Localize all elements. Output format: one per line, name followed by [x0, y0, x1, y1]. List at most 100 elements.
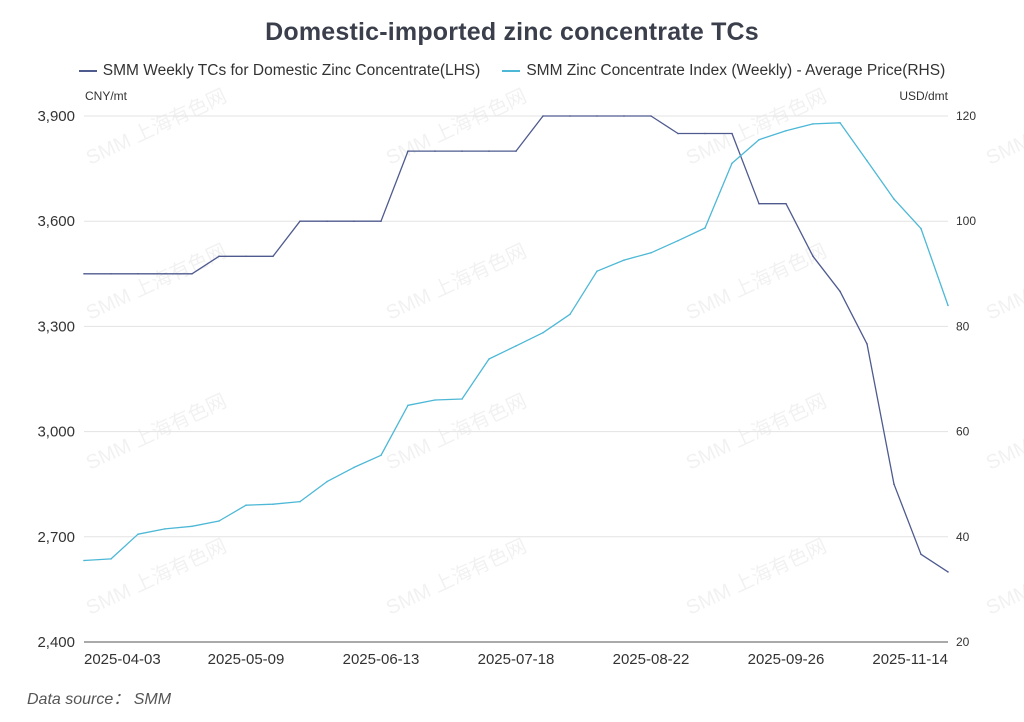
grid-lines [84, 115, 948, 538]
watermark-text: SMM 上海有色网 [382, 239, 530, 324]
x-axis-tick-label: 2025-05-09 [208, 651, 285, 668]
data-point-concentrate-index [866, 159, 868, 162]
data-point-concentrate-index [83, 559, 85, 562]
data-point-concentrate-index [839, 122, 841, 124]
right-axis-tick-label: 40 [956, 530, 970, 544]
data-point-domestic-tc [704, 132, 706, 135]
chart-title: Domestic-imported zinc concentrate TCs [265, 18, 759, 46]
series-lines [83, 115, 949, 573]
data-point-domestic-tc [299, 220, 301, 222]
watermark-text: SMM 上海有色网 [982, 534, 1024, 619]
data-point-domestic-tc [920, 553, 922, 556]
data-point-domestic-tc [758, 202, 760, 205]
right-axis-tick-label: 20 [956, 635, 970, 649]
data-point-domestic-tc [569, 115, 571, 117]
data-point-concentrate-index [218, 520, 220, 522]
data-point-concentrate-index [164, 528, 166, 530]
data-point-concentrate-index [920, 227, 922, 230]
data-point-concentrate-index [596, 270, 598, 273]
legend-swatch-concentrate-index [502, 70, 521, 72]
data-point-domestic-tc [893, 483, 895, 486]
watermark-text: SMM 上海有色网 [682, 534, 830, 619]
right-axis-unit: USD/dmt [899, 89, 948, 103]
data-point-concentrate-index [353, 466, 355, 469]
data-point-domestic-tc [218, 255, 220, 258]
legend-item-domestic-tc[interactable]: SMM Weekly TCs for Domestic Zinc Concent… [78, 62, 481, 80]
legend: SMM Weekly TCs for Domestic Zinc Concent… [0, 62, 1024, 80]
data-point-concentrate-index [623, 259, 625, 261]
data-point-concentrate-index [677, 239, 679, 242]
data-point-concentrate-index [191, 525, 193, 528]
data-point-domestic-tc [380, 220, 382, 222]
data-point-domestic-tc [245, 255, 247, 258]
legend-swatch-domestic-tc [78, 70, 97, 72]
left-axis-tick-label: 3,000 [37, 424, 75, 441]
data-point-domestic-tc [488, 150, 490, 152]
data-point-domestic-tc [515, 150, 517, 152]
data-point-domestic-tc [353, 220, 355, 222]
watermark-text: SMM 上海有色网 [82, 534, 230, 619]
left-axis-tick-label: 3,300 [37, 318, 75, 335]
x-axis-tick-label: 2025-09-26 [748, 651, 825, 668]
data-point-domestic-tc [137, 273, 139, 275]
watermark-text: SMM 上海有色网 [682, 239, 830, 324]
watermark-text: SMM 上海有色网 [982, 389, 1024, 474]
data-point-domestic-tc [164, 273, 166, 275]
data-point-domestic-tc [83, 273, 85, 275]
x-axis-tick-label: 2025-07-18 [478, 651, 555, 668]
data-point-domestic-tc [866, 343, 868, 345]
x-axis-tick-label: 2025-11-14 [872, 651, 948, 668]
data-point-concentrate-index [758, 138, 760, 141]
data-point-domestic-tc [461, 150, 463, 152]
data-point-concentrate-index [569, 313, 571, 316]
right-axis-tick-label: 80 [956, 319, 970, 333]
data-point-domestic-tc [596, 115, 598, 117]
data-point-concentrate-index [272, 503, 274, 506]
data-point-domestic-tc [812, 255, 814, 258]
data-point-domestic-tc [947, 571, 949, 573]
left-axis-tick-label: 2,400 [37, 634, 75, 651]
data-point-concentrate-index [785, 129, 787, 132]
data-point-concentrate-index [137, 533, 139, 535]
data-point-concentrate-index [731, 162, 733, 165]
data-point-concentrate-index [542, 331, 544, 334]
data-point-domestic-tc [650, 115, 652, 117]
watermark-text: SMM 上海有色网 [82, 239, 230, 324]
data-point-concentrate-index [515, 345, 517, 347]
legend-label-concentrate-index: SMM Zinc Concentrate Index (Weekly) - Av… [526, 62, 946, 79]
data-point-domestic-tc [731, 132, 733, 135]
data-point-concentrate-index [947, 304, 949, 307]
watermark-text: SMM 上海有色网 [982, 239, 1024, 324]
data-point-domestic-tc [677, 132, 679, 135]
right-axis-tick-label: 120 [956, 109, 976, 123]
data-point-concentrate-index [488, 358, 490, 360]
data-point-domestic-tc [542, 115, 544, 117]
x-axis-tick-label: 2025-06-13 [343, 651, 420, 668]
data-source-note: Data source： SMM [27, 691, 172, 708]
left-axis-tick-label: 2,700 [37, 529, 75, 546]
left-axis-unit: CNY/mt [85, 89, 128, 103]
data-point-concentrate-index [650, 252, 652, 254]
data-point-concentrate-index [326, 480, 328, 483]
data-point-concentrate-index [380, 454, 382, 457]
data-point-concentrate-index [812, 123, 814, 125]
data-point-concentrate-index [704, 227, 706, 229]
watermark-group: SMM 上海有色网 SMM 上海有色网 SMM 上海有色网 SMM 上海有色网 SMM … [82, 84, 1024, 619]
legend-label-domestic-tc: SMM Weekly TCs for Domestic Zinc Concent… [102, 62, 481, 79]
data-point-domestic-tc [326, 220, 328, 222]
data-point-domestic-tc [110, 273, 112, 275]
data-point-domestic-tc [434, 150, 436, 152]
data-point-domestic-tc [623, 115, 625, 117]
watermark-text: SMM 上海有色网 [982, 84, 1024, 169]
series-line-concentrate-index [83, 122, 949, 562]
data-point-concentrate-index [245, 504, 247, 507]
data-point-concentrate-index [110, 558, 112, 560]
data-point-concentrate-index [407, 404, 409, 407]
data-point-domestic-tc [407, 150, 409, 152]
watermark-text: SMM 上海有色网 [682, 84, 830, 169]
data-point-concentrate-index [893, 198, 895, 200]
axes: 2,400 20 2,700 40 3,000 60 3,300 80 3,600 100 3,90… [37, 108, 976, 668]
watermark-text: SMM 上海有色网 [382, 534, 530, 619]
legend-item-concentrate-index[interactable]: SMM Zinc Concentrate Index (Weekly) - Av… [502, 62, 945, 80]
